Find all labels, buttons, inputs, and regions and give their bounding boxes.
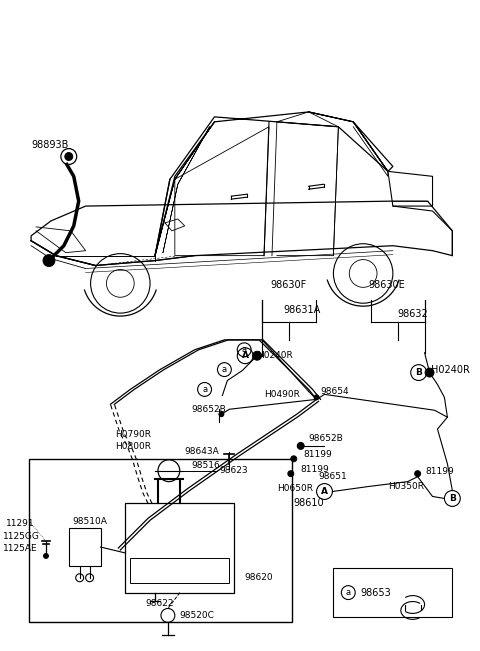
Text: H0240R: H0240R (257, 352, 293, 360)
Text: 81199: 81199 (300, 465, 329, 474)
Text: a: a (241, 345, 247, 354)
Text: B: B (415, 368, 422, 377)
Text: 98654: 98654 (321, 387, 349, 396)
Text: 98622: 98622 (145, 599, 174, 608)
Bar (130, 558, 229, 583)
Circle shape (65, 152, 73, 161)
Bar (69, 528, 100, 566)
Text: 98630F: 98630F (270, 281, 306, 290)
Text: 1125GG: 1125GG (3, 532, 40, 540)
Text: 1125AE: 1125AE (3, 544, 38, 553)
Text: 98632: 98632 (398, 309, 429, 319)
Text: 98510A: 98510A (73, 517, 108, 526)
Circle shape (415, 471, 420, 477)
Text: a: a (202, 385, 207, 394)
Text: H0790R: H0790R (115, 430, 151, 439)
Text: A: A (242, 352, 249, 360)
Text: 81199: 81199 (426, 467, 455, 476)
Circle shape (218, 411, 224, 417)
Bar (334, 568, 452, 617)
Circle shape (43, 255, 55, 266)
Text: a: a (222, 365, 227, 374)
Text: H0350R: H0350R (388, 482, 424, 491)
Text: 98652B: 98652B (309, 434, 343, 443)
Text: H0650R: H0650R (277, 484, 313, 493)
Text: H0240R: H0240R (431, 365, 469, 374)
Circle shape (297, 443, 304, 449)
Text: a: a (346, 588, 351, 597)
Text: 98652B: 98652B (192, 405, 227, 414)
Circle shape (313, 395, 320, 400)
Text: H0800R: H0800R (115, 443, 151, 451)
Text: 98630E: 98630E (368, 281, 405, 290)
Text: 98623: 98623 (219, 466, 248, 475)
Text: 98516: 98516 (192, 462, 220, 470)
Bar (125, 503, 234, 592)
Text: H0490R: H0490R (264, 390, 300, 399)
Text: 98631A: 98631A (284, 305, 321, 315)
Circle shape (291, 456, 297, 462)
Bar (29, 459, 292, 622)
Text: 98893B: 98893B (31, 139, 69, 150)
Text: 98651: 98651 (319, 472, 348, 481)
Text: A: A (321, 487, 328, 496)
Text: 98620: 98620 (244, 574, 273, 582)
Circle shape (43, 553, 49, 559)
Text: B: B (449, 494, 456, 503)
Circle shape (252, 352, 262, 360)
Text: 98643A: 98643A (185, 447, 219, 456)
Text: 81199: 81199 (304, 450, 333, 460)
Circle shape (288, 471, 294, 477)
Text: 98610: 98610 (294, 499, 324, 508)
Text: 98653: 98653 (360, 588, 391, 598)
Text: 98520C: 98520C (180, 611, 215, 620)
Text: 11291: 11291 (6, 519, 35, 528)
Circle shape (425, 368, 434, 377)
